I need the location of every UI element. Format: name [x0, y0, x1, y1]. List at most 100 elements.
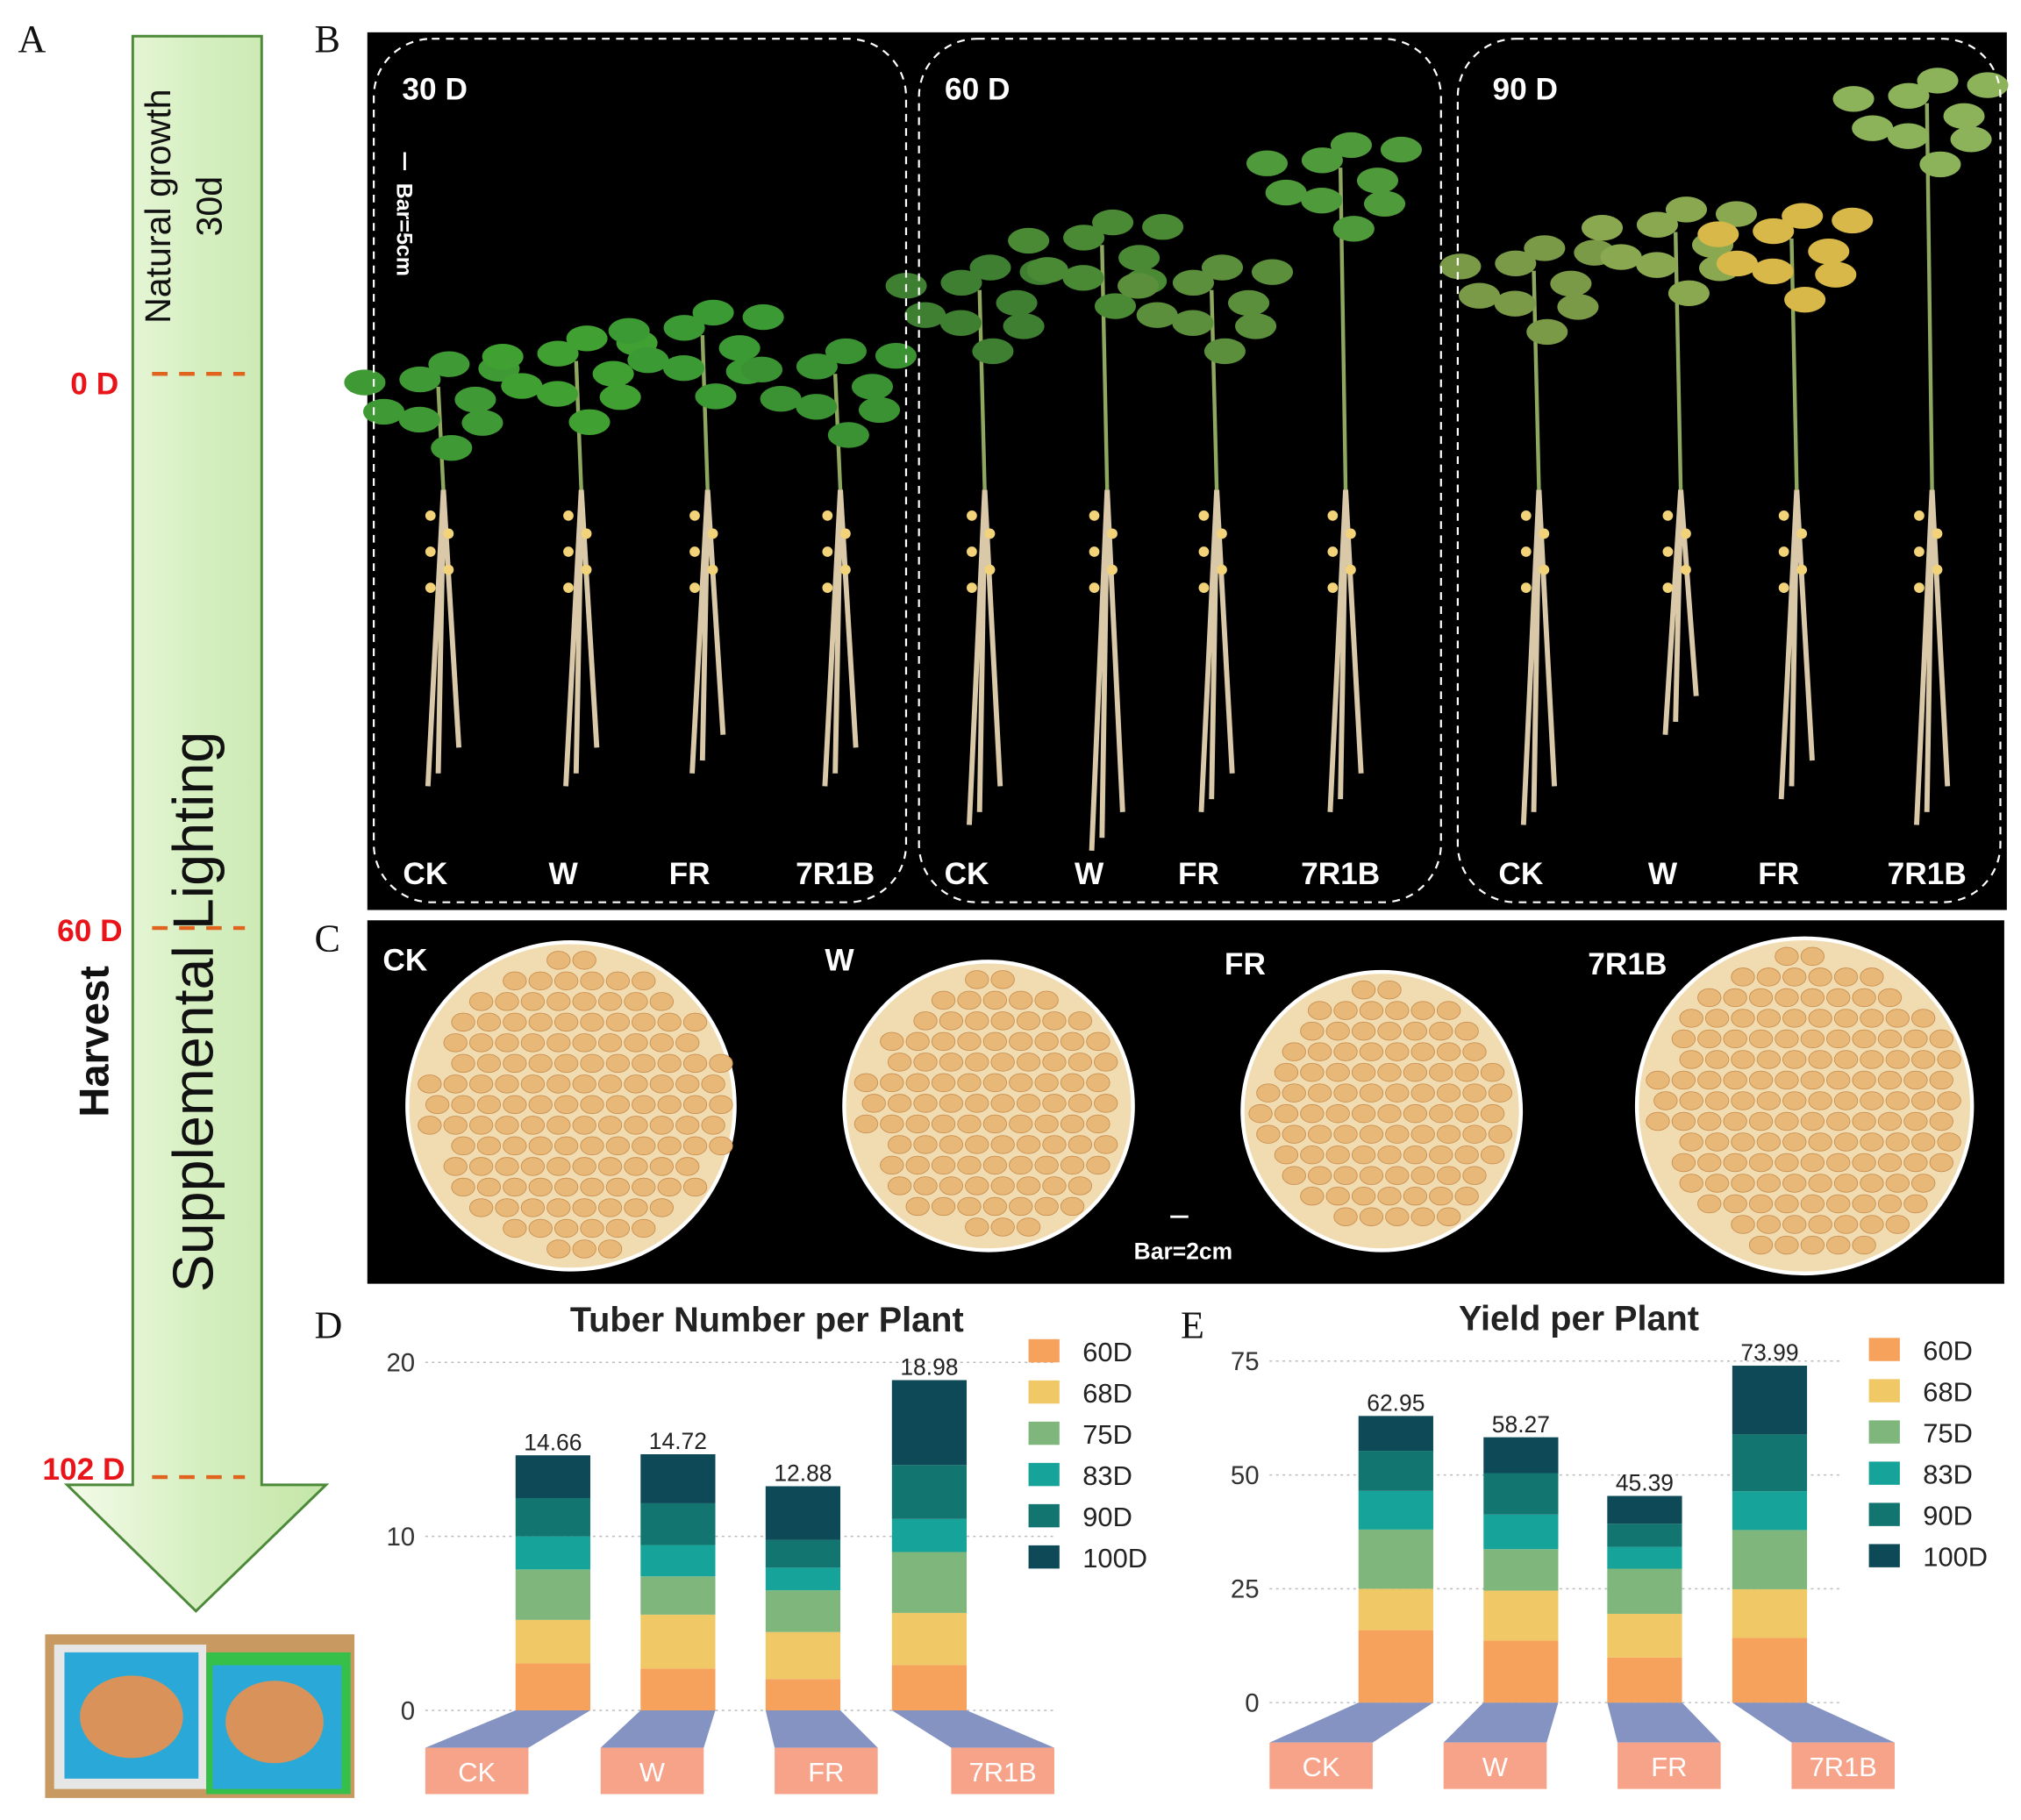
tuber: [1068, 1053, 1093, 1072]
tuber: [1325, 1186, 1350, 1206]
tuber: [990, 1094, 1015, 1113]
tuber: [1748, 1194, 1774, 1214]
tuber: [965, 1176, 989, 1195]
tuber: [1351, 1145, 1376, 1165]
plant-leaf: [796, 394, 838, 420]
tuber: [1731, 1009, 1755, 1028]
plant-leaf: [1439, 253, 1482, 280]
tuber: [1274, 1145, 1299, 1165]
tuber: [982, 1114, 1008, 1134]
plant-leaf: [1459, 282, 1501, 309]
tuber: [624, 1033, 648, 1053]
tuber: [632, 1053, 656, 1074]
tuber: [1462, 1083, 1487, 1103]
tuber: [1679, 1091, 1703, 1110]
plant-leaf: [1332, 216, 1375, 242]
tuber: [1086, 1114, 1110, 1134]
tuber: [675, 1074, 700, 1094]
tuber-label: FR: [1225, 947, 1266, 981]
tuber: [503, 1053, 527, 1074]
tuber: [1877, 988, 1903, 1008]
bar-segment: [640, 1614, 716, 1669]
tuber: [1248, 1103, 1273, 1124]
plant-leaf: [1636, 252, 1678, 278]
tuber: [1480, 1103, 1505, 1124]
tuber: [913, 1053, 938, 1072]
tuber: [1060, 1114, 1085, 1134]
tuber: [1697, 1111, 1722, 1131]
tuber: [1256, 1124, 1281, 1144]
tuber: [1351, 980, 1376, 1000]
bar-segment: [891, 1380, 968, 1466]
tuber: [572, 951, 596, 970]
plant-leaf: [859, 396, 901, 424]
plant-leaf: [501, 373, 543, 399]
tuber: [580, 1136, 604, 1156]
tuber: [520, 992, 546, 1011]
plant-tuber: [1107, 528, 1118, 539]
legend-swatch: [1028, 1380, 1060, 1404]
bar-segment: [1358, 1490, 1433, 1530]
tuber: [528, 971, 553, 991]
tuber: [451, 1053, 475, 1074]
tuber: [1929, 1153, 1953, 1173]
tuber: [520, 1157, 546, 1176]
bar-segment: [1607, 1657, 1682, 1703]
tuber: [1885, 1132, 1910, 1152]
tuber: [675, 1116, 700, 1135]
plant-tuber: [1778, 546, 1789, 557]
tuber: [553, 1177, 579, 1197]
tuber: [572, 992, 596, 1011]
tuber: [982, 1031, 1008, 1052]
category-box: [775, 1747, 878, 1795]
x-tick-label: CK: [1303, 1752, 1340, 1782]
legend-label: 60D: [1923, 1335, 1973, 1366]
tuber: [1333, 1001, 1358, 1020]
bar-segment: [515, 1455, 590, 1498]
tuber: [580, 971, 604, 991]
tuber: [520, 1074, 546, 1094]
tuber: [1800, 1070, 1825, 1090]
tuber: [931, 1196, 956, 1217]
bar-segment: [1607, 1524, 1682, 1547]
bar-base: [1443, 1702, 1559, 1743]
tuber: [709, 1053, 733, 1074]
tuber: [1351, 1021, 1376, 1041]
plant-leaf: [1008, 227, 1050, 254]
y-tick-label: 10: [386, 1523, 415, 1552]
timeline-dashes: [152, 372, 246, 1480]
tuber: [1800, 1153, 1825, 1173]
bar-segment: [765, 1486, 841, 1540]
tuber: [605, 1095, 631, 1115]
tuber: [1885, 1174, 1910, 1193]
plant-leaf: [1950, 126, 1992, 153]
plant-leaf: [1063, 225, 1105, 251]
tuber: [1300, 1021, 1325, 1041]
tuber: [861, 1094, 886, 1113]
tuber: [1671, 1153, 1696, 1173]
plant-tuber: [1107, 564, 1118, 575]
stage-label: 90 D: [1493, 72, 1558, 106]
tuber: [1808, 1050, 1832, 1069]
bar-segment: [1358, 1630, 1433, 1703]
plant-stem: [1100, 245, 1110, 490]
tuber: [1060, 1196, 1085, 1217]
tuber: [1756, 1174, 1782, 1193]
tuber: [495, 1074, 519, 1094]
tuber: [1454, 1021, 1479, 1041]
bar-segment: [1483, 1590, 1559, 1641]
tuber: [905, 1155, 930, 1175]
tuber: [1808, 1091, 1832, 1110]
plant-tuber: [443, 564, 454, 575]
tuber: [1860, 1050, 1884, 1069]
tuber: [1377, 1145, 1402, 1165]
tuber: [1307, 1001, 1332, 1020]
tuber: [1307, 1083, 1332, 1103]
tuber: [1351, 1103, 1376, 1124]
tuber: [580, 1177, 604, 1197]
tuber: [1436, 1042, 1461, 1061]
tuber: [1086, 1073, 1110, 1093]
plant-label: 7R1B: [1301, 857, 1380, 891]
tuber-label: 7R1B: [1588, 947, 1667, 981]
tuber: [905, 1031, 930, 1052]
